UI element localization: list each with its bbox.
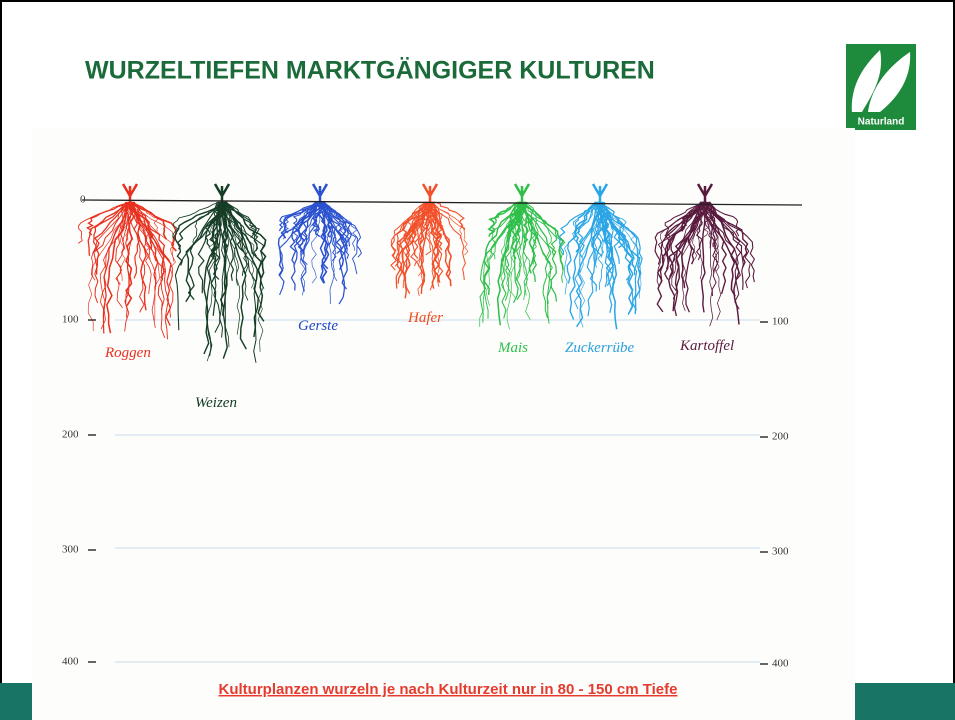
crop-label: Gerste [298, 318, 338, 334]
crop-label: Weizen [195, 395, 237, 411]
scale-label: 400 [62, 656, 79, 668]
slide: WURZELTIEFEN MARKTGÄNGIGER KULTUREN Natu… [0, 0, 955, 720]
scale-label: 100 [772, 316, 789, 328]
scale-label: 300 [772, 546, 789, 558]
footer-bar [855, 683, 955, 720]
crop-label: Mais [497, 340, 528, 356]
crop-label: Roggen [104, 345, 151, 361]
title: WURZELTIEFEN MARKTGÄNGIGER KULTUREN [85, 57, 655, 85]
logo-text: Naturland [858, 117, 905, 128]
crop-label: Kartoffel [679, 338, 734, 354]
crop-label: Hafer [407, 310, 443, 326]
scale-label: 300 [62, 544, 79, 556]
logo: Naturland [846, 44, 916, 130]
scale-label: 200 [62, 429, 79, 441]
footer-note: Kulturplanzen wurzeln je nach Kulturzeit… [219, 681, 678, 698]
scale-label: 200 [772, 431, 789, 443]
footer-bar [0, 683, 32, 720]
scale-label: 100 [62, 314, 79, 326]
scale-label: 0 [80, 194, 86, 206]
page: WURZELTIEFEN MARKTGÄNGIGER KULTUREN Natu… [0, 0, 955, 720]
crop-label: Zuckerrübe [565, 340, 634, 356]
scale-label: 400 [772, 658, 789, 670]
